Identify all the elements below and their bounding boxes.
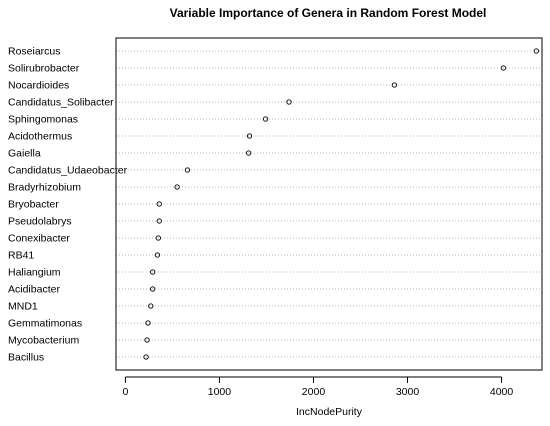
data-point xyxy=(391,82,398,88)
y-tick-label: Haliangium xyxy=(8,267,61,279)
y-tick-label: Pseudolabrys xyxy=(8,216,72,228)
y-tick-label: Bradyrhizobium xyxy=(8,182,81,194)
x-tick-label: 2000 xyxy=(302,386,326,398)
x-axis: 0 1000 2000 3000 4000 xyxy=(122,376,514,398)
data-point xyxy=(144,337,150,343)
data-point xyxy=(533,48,540,54)
y-tick-label: Mycobacterium xyxy=(8,335,79,347)
data-point xyxy=(262,116,269,122)
chart-title: Variable Importance of Genera in Random … xyxy=(170,6,487,20)
x-tick-label: 4000 xyxy=(490,386,514,398)
data-points xyxy=(143,48,540,360)
y-tick-label: MND1 xyxy=(8,301,38,313)
y-tick-label: Roseiarcus xyxy=(8,46,61,58)
y-tick-label: Conexibacter xyxy=(8,233,70,245)
data-point xyxy=(246,133,253,139)
y-tick-label: Sphingomonas xyxy=(8,114,78,126)
y-tick-label: Bacillus xyxy=(8,352,44,364)
y-tick-label: RB41 xyxy=(8,250,34,262)
y-tick-label: Solirubrobacter xyxy=(8,63,80,75)
data-point xyxy=(184,167,191,173)
y-tick-label: Gaiella xyxy=(8,148,41,160)
y-tick-label: Acidothermus xyxy=(8,131,72,143)
x-tick-label: 1000 xyxy=(208,386,232,398)
data-point xyxy=(145,320,151,326)
plot-frame xyxy=(115,37,543,371)
data-point xyxy=(150,286,156,292)
data-point xyxy=(154,252,161,258)
y-tick-label: Acidibacter xyxy=(8,284,60,296)
data-point xyxy=(148,303,154,309)
x-tick-label: 3000 xyxy=(396,386,420,398)
data-point xyxy=(174,184,180,190)
data-point xyxy=(156,201,162,207)
x-tick-label: 0 xyxy=(122,386,128,398)
data-point xyxy=(245,150,252,156)
y-axis-labels: Roseiarcus Solirubrobacter Nocardioides Can… xyxy=(8,46,128,364)
data-point xyxy=(143,354,149,360)
data-point xyxy=(155,235,161,241)
y-tick-label: Candidatus_Solibacter xyxy=(8,97,114,109)
data-point xyxy=(150,269,156,275)
y-tick-label: Candidatus_Udaeobacter xyxy=(8,165,128,177)
y-tick-label: Bryobacter xyxy=(8,199,59,211)
y-tick-label: Gemmatimonas xyxy=(8,318,82,330)
data-point xyxy=(286,99,292,105)
x-axis-label: IncNodePurity xyxy=(296,406,363,418)
y-tick-label: Nocardioides xyxy=(8,80,69,92)
guide-lines xyxy=(116,50,542,358)
data-point xyxy=(500,65,507,71)
data-point xyxy=(156,218,162,224)
